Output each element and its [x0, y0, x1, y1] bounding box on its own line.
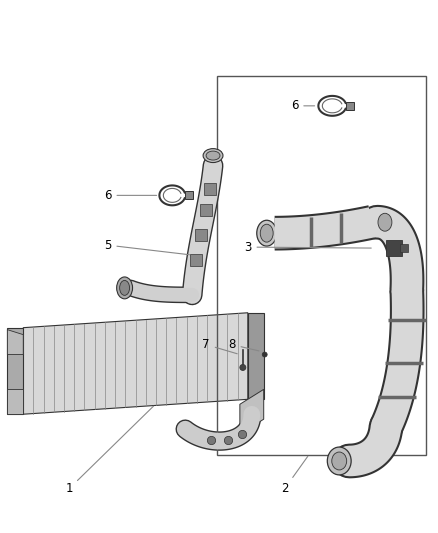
- Text: 6: 6: [104, 189, 157, 202]
- Text: 2: 2: [281, 456, 308, 495]
- Ellipse shape: [117, 277, 133, 299]
- Text: 6: 6: [291, 99, 314, 112]
- Polygon shape: [346, 102, 354, 110]
- Text: 5: 5: [104, 239, 189, 255]
- Ellipse shape: [262, 352, 267, 357]
- Text: 3: 3: [244, 240, 371, 254]
- Polygon shape: [240, 389, 264, 434]
- Text: 8: 8: [228, 338, 259, 351]
- Ellipse shape: [327, 447, 351, 475]
- Ellipse shape: [120, 280, 130, 295]
- Ellipse shape: [378, 213, 392, 231]
- Ellipse shape: [260, 224, 273, 242]
- Text: 1: 1: [65, 406, 153, 495]
- Ellipse shape: [332, 452, 347, 470]
- Ellipse shape: [240, 365, 246, 370]
- Ellipse shape: [257, 220, 277, 246]
- Text: 7: 7: [202, 338, 237, 354]
- Ellipse shape: [206, 151, 220, 160]
- Ellipse shape: [203, 149, 223, 163]
- Polygon shape: [23, 313, 248, 414]
- Polygon shape: [7, 389, 23, 414]
- Polygon shape: [400, 244, 408, 252]
- Ellipse shape: [374, 209, 396, 235]
- Polygon shape: [7, 328, 23, 414]
- Polygon shape: [386, 240, 402, 256]
- Polygon shape: [248, 313, 264, 399]
- Bar: [217, 76, 426, 455]
- Polygon shape: [185, 191, 193, 199]
- Polygon shape: [7, 330, 23, 354]
